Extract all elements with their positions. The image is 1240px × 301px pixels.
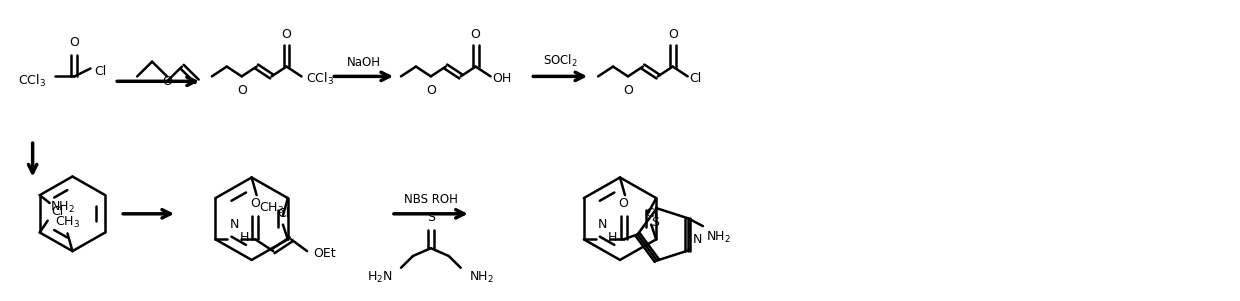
Text: NH$_2$: NH$_2$	[50, 200, 74, 215]
Text: OEt: OEt	[312, 247, 336, 259]
Text: NBS ROH: NBS ROH	[404, 193, 458, 206]
Text: NH$_2$: NH$_2$	[469, 270, 494, 285]
Text: Cl: Cl	[94, 65, 107, 78]
Text: Cl: Cl	[689, 72, 702, 85]
Text: CH$_3$: CH$_3$	[259, 201, 284, 216]
Text: Cl: Cl	[645, 207, 657, 220]
Text: CH$_3$: CH$_3$	[55, 214, 81, 230]
Text: SOCl$_2$: SOCl$_2$	[543, 52, 578, 69]
Text: O: O	[162, 75, 172, 88]
Text: Cl: Cl	[52, 205, 64, 218]
Text: O: O	[281, 28, 291, 41]
Text: S: S	[651, 216, 658, 229]
Text: S: S	[427, 211, 435, 224]
Text: O: O	[69, 36, 79, 49]
Text: Cl: Cl	[277, 207, 289, 220]
Text: OH: OH	[492, 72, 512, 85]
Text: NH$_2$: NH$_2$	[706, 230, 730, 245]
Text: O: O	[250, 197, 260, 210]
Text: O: O	[425, 84, 435, 97]
Text: N: N	[598, 219, 608, 231]
Text: O: O	[237, 84, 247, 97]
Text: O: O	[619, 197, 629, 210]
Text: H: H	[608, 231, 618, 244]
Text: CCl$_3$: CCl$_3$	[17, 73, 46, 89]
Text: O: O	[471, 28, 481, 41]
Text: O: O	[668, 28, 678, 41]
Text: CCl$_3$: CCl$_3$	[306, 71, 335, 87]
Text: O: O	[622, 84, 632, 97]
Text: N: N	[229, 219, 239, 231]
Text: NaOH: NaOH	[347, 56, 381, 69]
Text: H$_2$N: H$_2$N	[367, 270, 393, 285]
Text: H: H	[239, 231, 249, 244]
Text: N: N	[693, 233, 702, 246]
